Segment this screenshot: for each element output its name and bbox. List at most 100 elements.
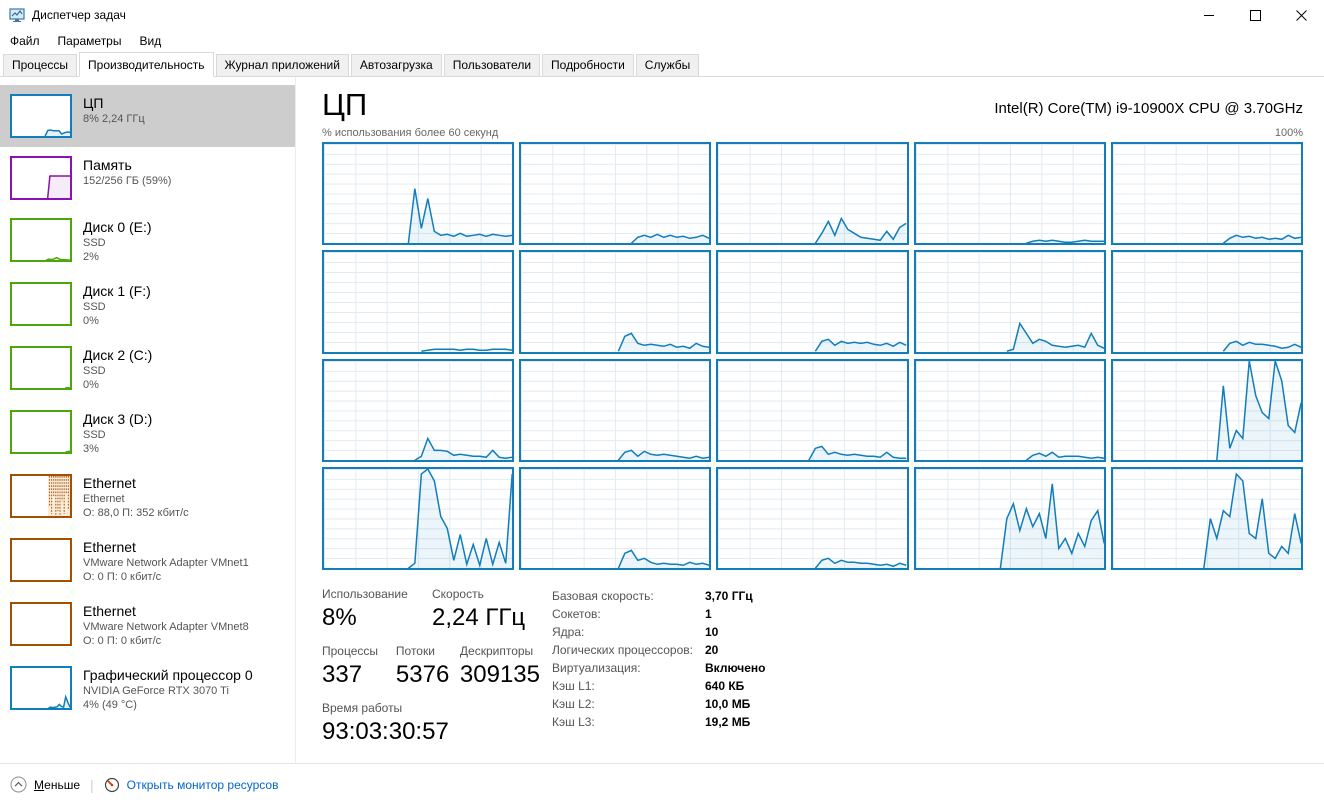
- title-bar: Диспетчер задач: [0, 0, 1324, 30]
- tab-1[interactable]: Производительность: [79, 52, 214, 77]
- cpu-core-graph-16[interactable]: [519, 466, 712, 570]
- sidebar-item-disk3[interactable]: Диск 3 (D:) SSD 3%: [0, 401, 295, 465]
- cpu-core-graph-4[interactable]: [1110, 142, 1303, 246]
- detail-value: 3,70 ГГц: [705, 589, 753, 603]
- logical-processors-grid: [322, 142, 1303, 570]
- sidebar-item-eth2[interactable]: Ethernet VMware Network Adapter VMnet8 О: …: [0, 593, 295, 657]
- sidebar-item-subtext: О: 88,0 П: 352 кбит/с: [83, 507, 189, 519]
- stat-label: Скорость: [432, 587, 484, 601]
- cpu-core-graph-13[interactable]: [913, 358, 1106, 462]
- menu-item-2[interactable]: Вид: [139, 34, 162, 48]
- sidebar-item-disk1[interactable]: Диск 1 (F:) SSD 0%: [0, 273, 295, 337]
- sidebar-item-title: Ethernet: [83, 539, 136, 555]
- stat-использование: Использование 8%: [322, 587, 432, 644]
- sidebar-item-subtext: 8% 2,24 ГГц: [83, 113, 145, 125]
- stat-value: 8%: [322, 604, 357, 631]
- sidebar-thumbnail-disk0: [10, 218, 72, 262]
- big-stats-row-2: Время работы 93:03:30:57: [322, 701, 552, 758]
- cpu-core-graph-7[interactable]: [716, 250, 909, 354]
- fewer-details-button[interactable]: Меньше: [34, 777, 80, 792]
- detail-row-0: Базовая скорость: 3,70 ГГц: [552, 587, 765, 605]
- sidebar-item-title: Диск 2 (C:): [83, 347, 153, 363]
- sidebar-item-text: Диск 0 (E:) SSD 2%: [83, 218, 152, 264]
- window-controls: [1186, 0, 1324, 30]
- detail-value: 10: [705, 625, 719, 639]
- sidebar-item-memory[interactable]: Память 152/256 ГБ (59%): [0, 147, 295, 209]
- sidebar-item-eth1[interactable]: Ethernet VMware Network Adapter VMnet1 О: …: [0, 529, 295, 593]
- cpu-core-graph-17[interactable]: [716, 466, 909, 570]
- cpu-core-graph-2[interactable]: [716, 142, 909, 246]
- tab-5[interactable]: Подробности: [542, 54, 634, 76]
- cpu-core-graph-8[interactable]: [913, 250, 1106, 354]
- sidebar-item-subtext: 4% (49 °C): [83, 699, 137, 711]
- sidebar-item-gpu[interactable]: Графический процессор 0 NVIDIA GeForce RT…: [0, 657, 295, 721]
- stat-value: 309135: [459, 661, 540, 688]
- sidebar-item-disk2[interactable]: Диск 2 (C:) SSD 0%: [0, 337, 295, 401]
- stat-label: Потоки: [395, 644, 435, 658]
- cpu-core-graph-5[interactable]: [322, 250, 515, 354]
- cpu-core-graph-9[interactable]: [1110, 250, 1303, 354]
- tab-3[interactable]: Автозагрузка: [350, 54, 442, 76]
- stat-value: 2,24 ГГц: [432, 604, 526, 631]
- menu-item-0[interactable]: Файл: [10, 34, 40, 48]
- sidebar-item-title: Диск 3 (D:): [83, 411, 153, 427]
- tab-0[interactable]: Процессы: [3, 54, 78, 76]
- close-button[interactable]: [1278, 0, 1324, 30]
- sidebar-item-cpu[interactable]: ЦП 8% 2,24 ГГц: [0, 85, 295, 147]
- footer-bar: Меньше | Открыть монитор ресурсов: [0, 763, 1324, 805]
- stat-процессы: Процессы 337: [322, 644, 396, 701]
- cpu-header: ЦП Intel(R) Core(TM) i9-10900X CPU @ 3.7…: [322, 88, 1303, 122]
- cpu-stats-big: Использование 8% Скорость 2,24 ГГц Процессы 3…: [322, 587, 552, 758]
- resource-monitor-icon[interactable]: [104, 777, 120, 793]
- sidebar-item-text: Графический процессор 0 NVIDIA GeForce RT…: [83, 666, 253, 712]
- cpu-core-graph-14[interactable]: [1110, 358, 1303, 462]
- cpu-core-graph-15[interactable]: [322, 466, 515, 570]
- detail-row-7: Кэш L3: 19,2 МБ: [552, 713, 765, 731]
- tab-4[interactable]: Пользователи: [443, 54, 541, 76]
- graph-axis-labels: % использования более 60 секунд 100%: [322, 127, 1303, 139]
- cpu-core-graph-3[interactable]: [913, 142, 1106, 246]
- detail-value: 20: [705, 643, 719, 657]
- cpu-core-graph-11[interactable]: [519, 358, 712, 462]
- sidebar-item-eth0[interactable]: Ethernet Ethernet О: 88,0 П: 352 кбит/с: [0, 465, 295, 529]
- cpu-core-graph-18[interactable]: [913, 466, 1106, 570]
- cpu-core-graph-12[interactable]: [716, 358, 909, 462]
- detail-label: Сокетов:: [552, 607, 601, 621]
- tab-bar: Процессы Производительность Журнал приложе…: [0, 52, 1324, 77]
- sidebar-item-disk0[interactable]: Диск 0 (E:) SSD 2%: [0, 209, 295, 273]
- stat-value: 93:03:30:57: [322, 718, 449, 745]
- stat-label: Процессы: [322, 644, 379, 658]
- cpu-core-graph-10[interactable]: [322, 358, 515, 462]
- collapse-chevron-icon[interactable]: [10, 776, 27, 793]
- sidebar-item-subtext: SSD: [83, 237, 106, 249]
- cpu-core-graph-0[interactable]: [322, 142, 515, 246]
- sidebar-item-title: ЦП: [83, 95, 104, 111]
- tab-2[interactable]: Журнал приложений: [215, 54, 349, 76]
- detail-label: Кэш L1:: [552, 679, 595, 693]
- detail-label: Кэш L2:: [552, 697, 595, 711]
- sidebar-thumbnail-memory: [10, 156, 72, 200]
- sidebar-thumbnail-disk2: [10, 346, 72, 390]
- menu-item-1[interactable]: Параметры: [57, 34, 122, 48]
- cpu-stats: Использование 8% Скорость 2,24 ГГц Процессы 3…: [322, 587, 1303, 758]
- sidebar-item-subtext: 0%: [83, 315, 99, 327]
- open-resource-monitor-link[interactable]: Открыть монитор ресурсов: [126, 777, 279, 792]
- detail-label: Виртуализация:: [552, 661, 641, 675]
- cpu-core-graph-6[interactable]: [519, 250, 712, 354]
- cpu-core-graph-19[interactable]: [1110, 466, 1303, 570]
- minimize-button[interactable]: [1186, 0, 1232, 30]
- sidebar-thumbnail-cpu: [10, 94, 72, 138]
- performance-sidebar: ЦП 8% 2,24 ГГц Память 152/256 ГБ (59%) Диск …: [0, 77, 296, 763]
- sidebar-item-subtext: 3%: [83, 443, 99, 455]
- maximize-button[interactable]: [1232, 0, 1278, 30]
- sidebar-item-title: Диск 1 (F:): [83, 283, 151, 299]
- tab-6[interactable]: Службы: [635, 54, 700, 76]
- detail-label: Базовая скорость:: [552, 589, 654, 603]
- stat-label: Дескрипторы: [459, 644, 534, 658]
- sidebar-item-subtext: 152/256 ГБ (59%): [83, 175, 172, 187]
- detail-value: Включено: [705, 661, 766, 675]
- cpu-core-graph-1[interactable]: [519, 142, 712, 246]
- sidebar-item-text: Ethernet VMware Network Adapter VMnet8 О: …: [83, 602, 249, 648]
- big-stats-row-1: Процессы 337 Потоки 5376 Дескрипторы 309135: [322, 644, 552, 701]
